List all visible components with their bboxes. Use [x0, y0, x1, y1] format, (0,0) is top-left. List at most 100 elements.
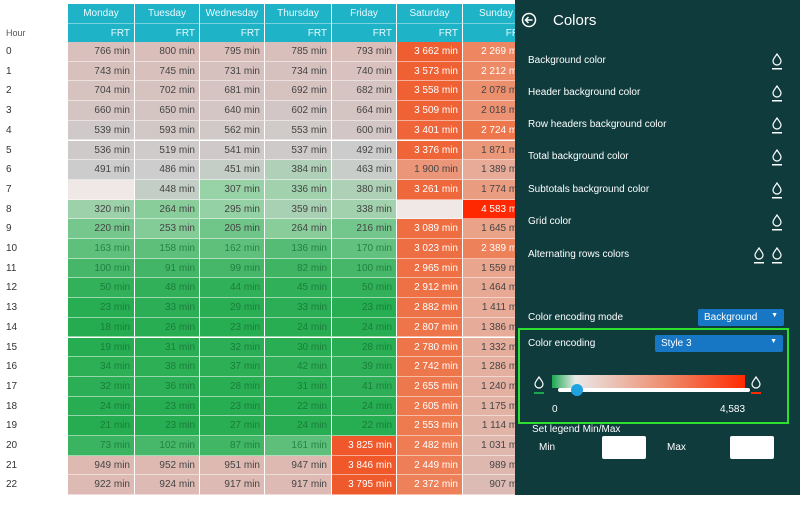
column-subheader: FRT: [135, 23, 200, 42]
row-header: 19: [6, 420, 18, 432]
row-header: 8: [6, 203, 12, 215]
cell: 136 min: [265, 239, 332, 259]
cell: 3 023 min: [397, 239, 463, 259]
heatmap-table: Hour Monday FRT Tuesday FRT Wednesday FRT Thurs…: [6, 4, 530, 496]
column-header: Monday: [68, 4, 135, 23]
cell: 50 min: [332, 278, 397, 299]
cell: 33 min: [265, 298, 332, 318]
setting-label: Header background color: [528, 87, 641, 98]
cell: 359 min: [265, 199, 332, 220]
color-picker-icon[interactable]: [771, 247, 783, 265]
slider-track[interactable]: [558, 388, 750, 392]
row-header: 13: [6, 302, 18, 314]
cell: 2 882 min: [397, 298, 463, 318]
column-header: Thursday: [265, 4, 332, 23]
cell: 384 min: [265, 160, 332, 180]
cell: 553 min: [265, 120, 332, 141]
cell: 949 min: [68, 455, 135, 476]
column-header: Saturday: [397, 4, 463, 23]
cell: 27 min: [200, 416, 265, 436]
row-header: 5: [6, 144, 12, 156]
cell: 682 min: [332, 81, 397, 102]
cell: 163 min: [68, 239, 135, 259]
cell: 23 min: [200, 317, 265, 338]
color-picker-icon[interactable]: [771, 149, 783, 167]
cell: 295 min: [200, 199, 265, 220]
cell: 664 min: [332, 101, 397, 121]
gradient-bar: [552, 375, 745, 388]
color-picker-icon[interactable]: [771, 85, 783, 103]
cell: 3 401 min: [397, 120, 463, 141]
row-header: 3: [6, 105, 12, 117]
max-color-icon[interactable]: [750, 376, 762, 396]
cell: 100 min: [332, 258, 397, 279]
encoding-mode-label: Color encoding mode: [528, 312, 624, 323]
row-header: 12: [6, 282, 18, 294]
cell: 650 min: [135, 101, 200, 121]
cell: 29 min: [200, 298, 265, 318]
cell: 33 min: [135, 298, 200, 318]
cell: 2 482 min: [397, 436, 463, 456]
cell: 24 min: [68, 396, 135, 417]
cell: 2 807 min: [397, 317, 463, 338]
row-header: 16: [6, 361, 18, 373]
row-header: 10: [6, 243, 18, 254]
cell: 731 min: [200, 61, 265, 82]
cell: 3 089 min: [397, 219, 463, 239]
cell: 91 min: [135, 258, 200, 279]
cell: 32 min: [68, 376, 135, 397]
cell: 1 900 min: [397, 160, 463, 180]
cell: 31 min: [135, 337, 200, 358]
row-header: 11: [6, 262, 17, 274]
cell: 24 min: [265, 416, 332, 436]
cell: 491 min: [68, 160, 135, 180]
color-picker-icon[interactable]: [753, 247, 765, 265]
encoding-mode-dropdown[interactable]: Background ▼: [698, 309, 784, 326]
legend-min-input[interactable]: [602, 436, 646, 459]
cell: 600 min: [332, 120, 397, 141]
cell: 492 min: [332, 140, 397, 161]
cell: 924 min: [135, 475, 200, 496]
back-button[interactable]: [521, 12, 537, 28]
cell: 463 min: [332, 160, 397, 180]
cell: 336 min: [265, 179, 332, 200]
cell: 539 min: [68, 120, 135, 141]
cell: 264 min: [265, 219, 332, 239]
row-header: 17: [6, 380, 18, 392]
cell: 3 573 min: [397, 61, 463, 82]
row-header: 14: [6, 321, 18, 333]
row-header: 21: [6, 459, 18, 471]
cell: 37 min: [200, 357, 265, 377]
cell: 952 min: [135, 455, 200, 476]
cell: 24 min: [332, 396, 397, 417]
cell: 28 min: [200, 376, 265, 397]
cell: 562 min: [200, 120, 265, 141]
cell: 216 min: [332, 219, 397, 239]
legend-label: Set legend Min/Max: [532, 424, 621, 435]
cell: 2 655 min: [397, 376, 463, 397]
cell: 39 min: [332, 357, 397, 377]
cell: 32 min: [200, 337, 265, 358]
column-header: Friday: [332, 4, 397, 23]
legend-min-label: Min: [539, 442, 556, 453]
color-picker-icon[interactable]: [771, 117, 783, 135]
color-picker-icon[interactable]: [771, 182, 783, 200]
dropdown-value: Background: [704, 312, 758, 323]
cell: 3 846 min: [332, 455, 397, 476]
cell: 102 min: [135, 436, 200, 456]
slider-knob[interactable]: [571, 384, 583, 396]
min-color-icon[interactable]: [533, 376, 545, 396]
color-picker-icon[interactable]: [771, 214, 783, 232]
color-picker-icon[interactable]: [771, 53, 783, 71]
cell: 87 min: [200, 436, 265, 456]
row-header: 7: [6, 183, 12, 195]
cell: 917 min: [265, 475, 332, 496]
cell: 220 min: [68, 219, 135, 239]
row-header: 6: [6, 164, 12, 176]
cell: 692 min: [265, 81, 332, 102]
cell: 161 min: [265, 436, 332, 456]
highlight-box: [518, 328, 789, 424]
cell: 28 min: [332, 337, 397, 358]
legend-max-input[interactable]: [730, 436, 774, 459]
encoding-dropdown[interactable]: Style 3 ▼: [655, 335, 783, 352]
